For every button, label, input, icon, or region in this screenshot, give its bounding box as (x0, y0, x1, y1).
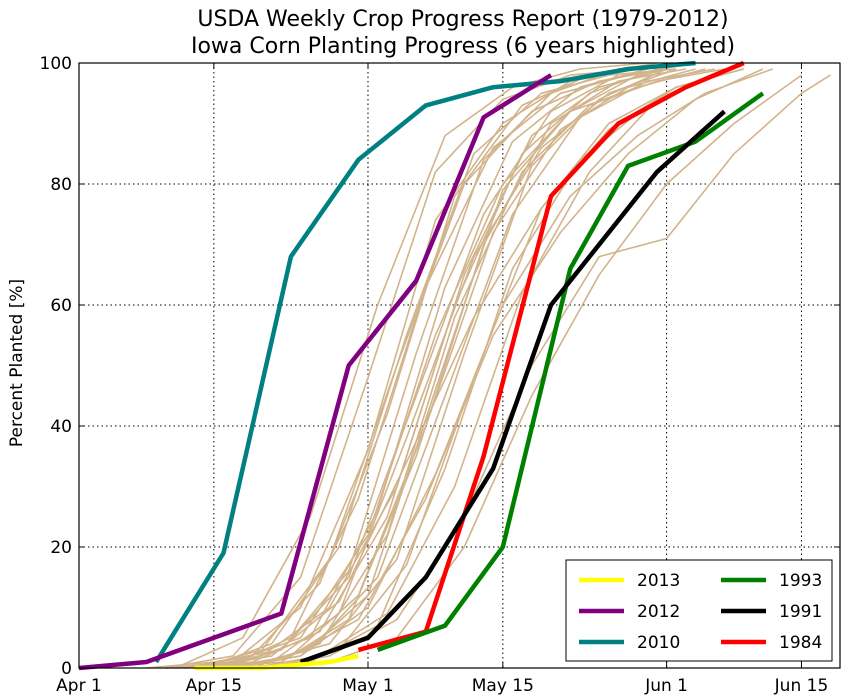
background-year-line (165, 68, 638, 669)
y-tick-label: 0 (61, 659, 72, 679)
x-tick-label: Jun 1 (644, 676, 688, 696)
background-year-line (261, 74, 802, 669)
background-year-line (204, 68, 744, 669)
y-tick-label: 60 (50, 296, 72, 316)
background-year-line (232, 68, 706, 669)
y-tick-label: 100 (40, 54, 72, 74)
legend-label-1984: 1984 (779, 633, 822, 653)
y-tick-label: 20 (50, 538, 72, 558)
x-tick-label: May 15 (472, 676, 534, 696)
legend: 2013 2012 2010 1993 1991 1984 (565, 559, 833, 662)
x-tick-label: Apr 1 (56, 676, 102, 696)
series-line-1991 (299, 109, 726, 665)
legend-label-1993: 1993 (779, 571, 822, 591)
y-axis-label: Percent Planted [%] (7, 279, 27, 447)
legend-label-2012: 2012 (637, 602, 680, 622)
legend-label-1991: 1991 (779, 602, 822, 622)
x-tick-label: Apr 15 (186, 676, 242, 696)
legend-label-2010: 2010 (637, 633, 680, 653)
plot-area-frame (78, 62, 841, 669)
x-tick-label: May 1 (342, 676, 393, 696)
y-tick-label: 80 (50, 175, 72, 195)
x-tick-label: Jun 15 (774, 676, 829, 696)
y-tick-label: 40 (50, 417, 72, 437)
background-year-line (194, 68, 667, 669)
background-year-line (175, 68, 648, 669)
series-line-2012 (79, 73, 553, 671)
chart-title: USDA Weekly Crop Progress Report (1979-2… (197, 7, 728, 32)
background-year-line (174, 62, 648, 669)
background-year-line (271, 68, 744, 669)
axis-ticks: Apr 1 Apr 15 May 1 May 15 Jun 1 Jun 15 0 20 40 60… (40, 54, 840, 696)
series-line-1993 (376, 91, 765, 653)
highlight-series-group (79, 60, 765, 671)
series-line-2010 (154, 60, 696, 664)
background-year-line (223, 62, 696, 669)
legend-label-2013: 2013 (637, 571, 680, 591)
chart-titles: USDA Weekly Crop Progress Report (1979-2… (191, 7, 735, 59)
chart-subtitle: Iowa Corn Planting Progress (6 years hig… (191, 34, 735, 59)
